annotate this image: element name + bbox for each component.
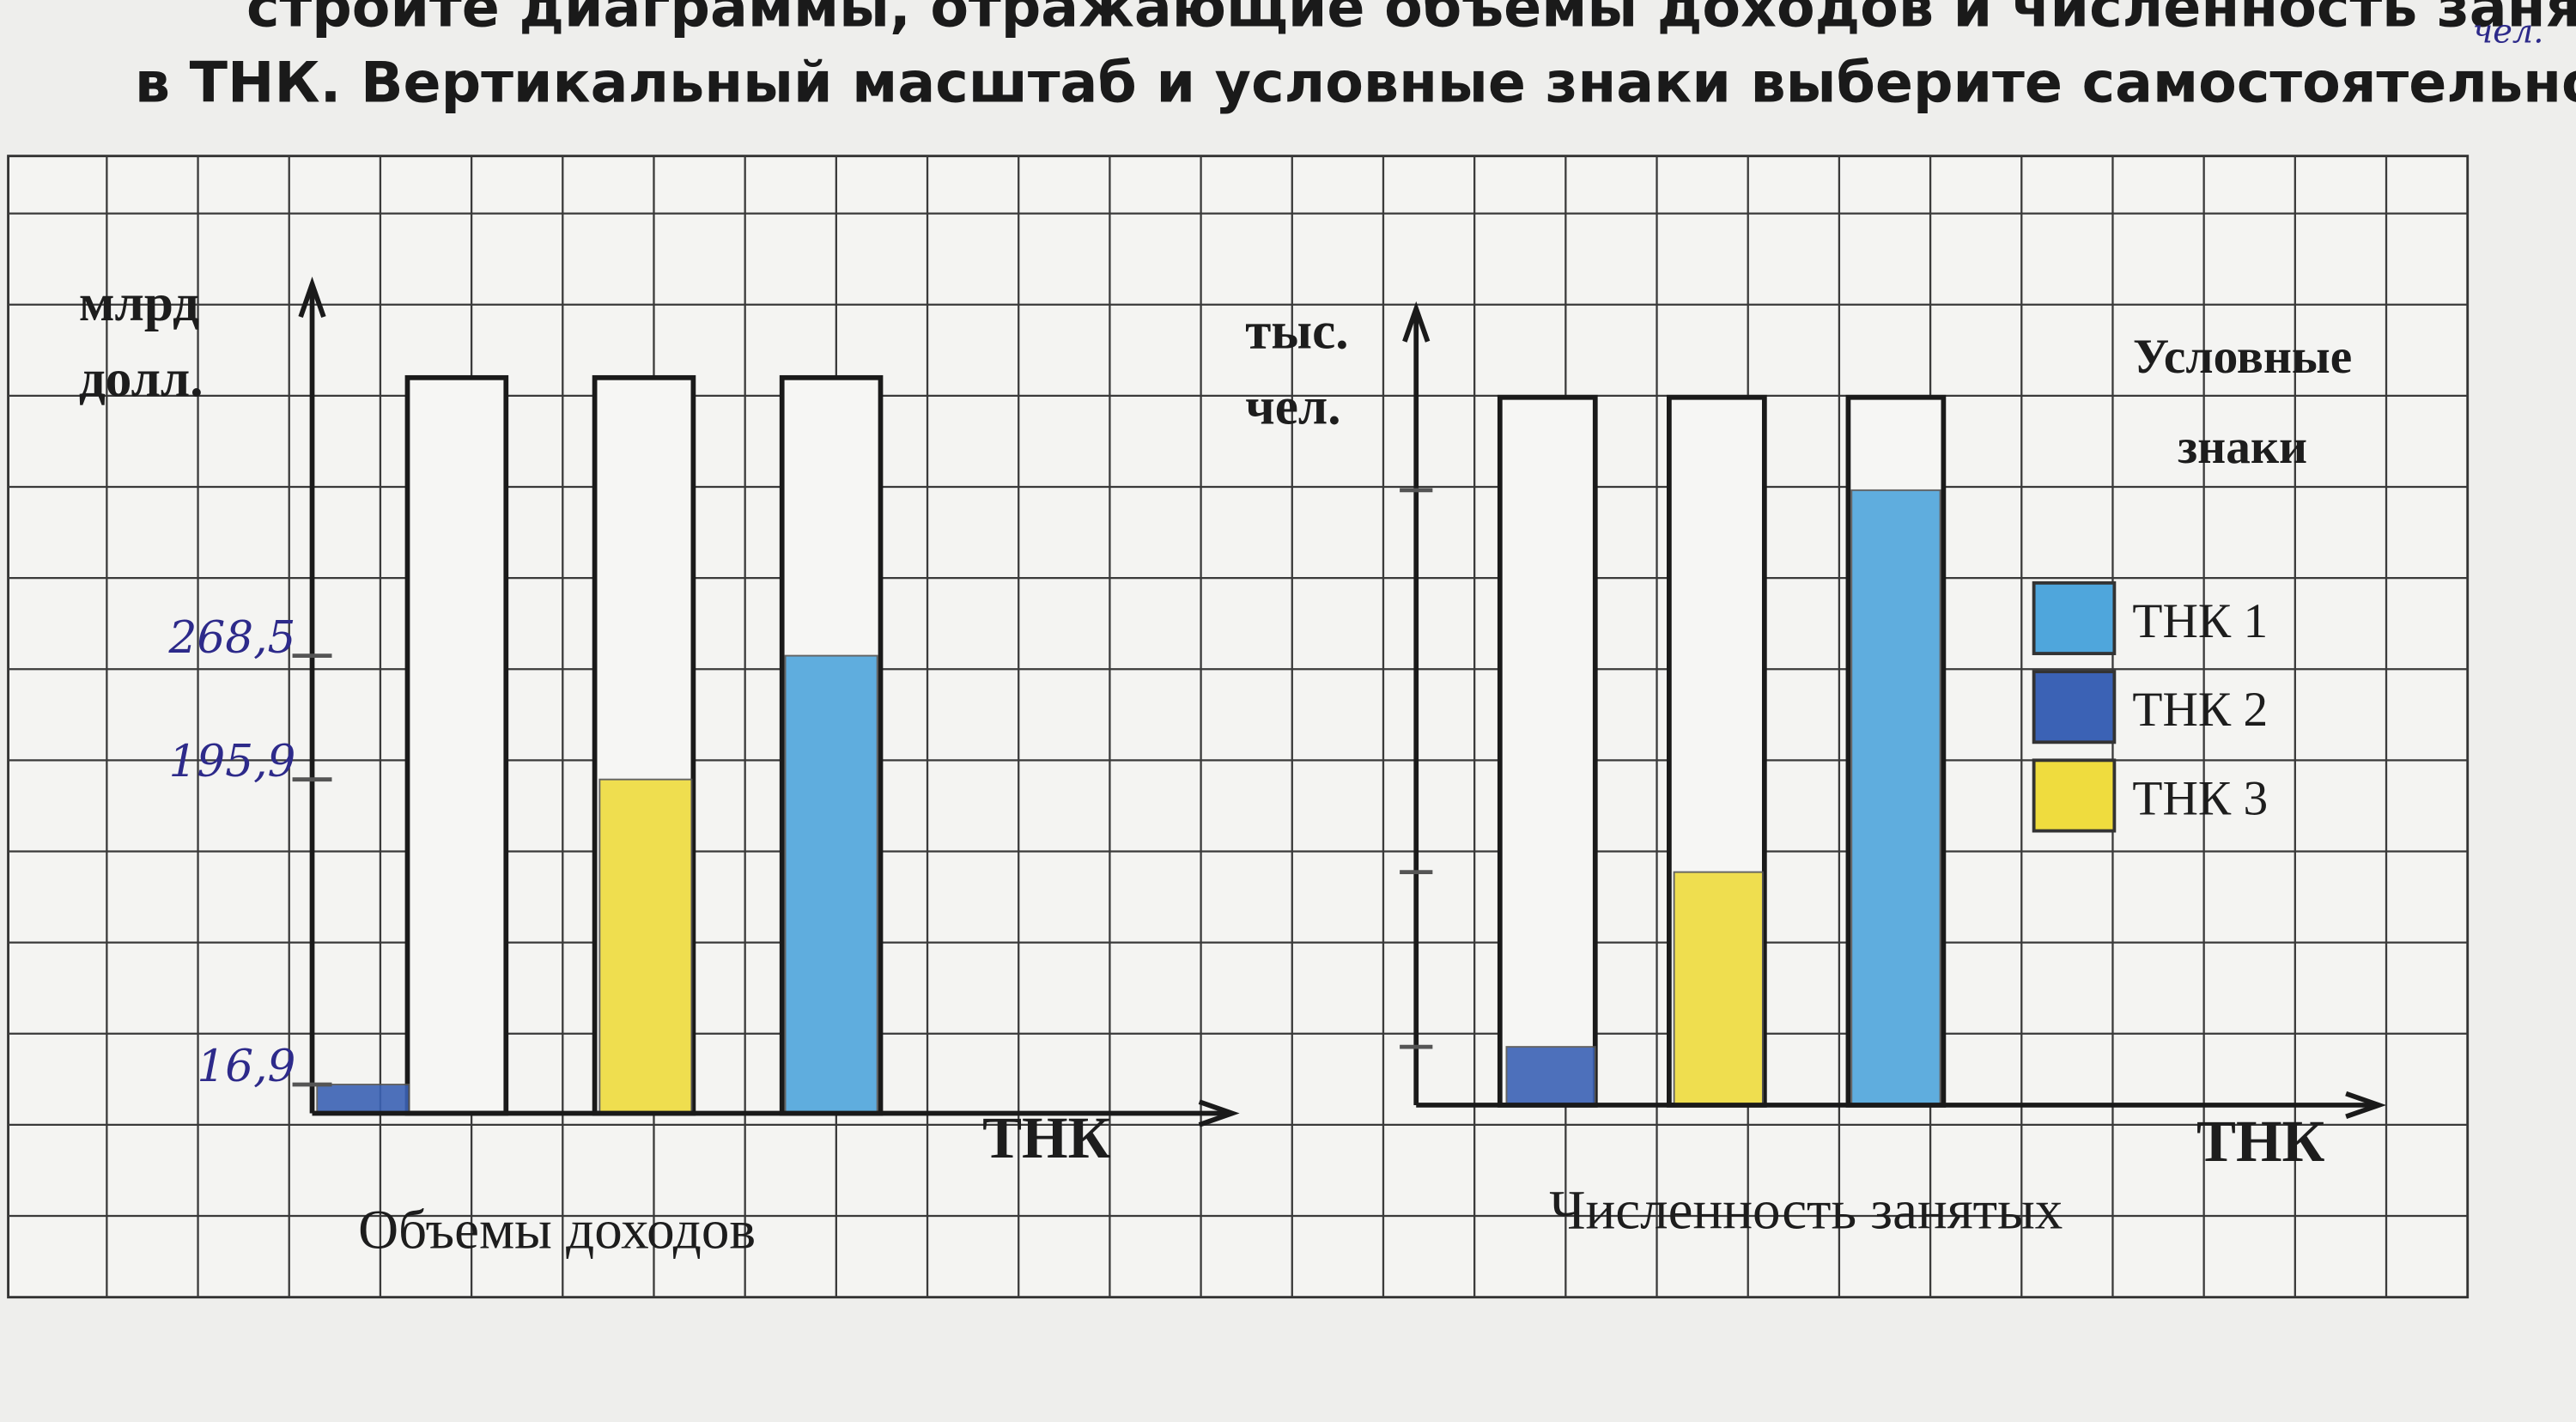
y-axis-label: тыс.	[1245, 301, 1348, 360]
x-arrow	[1198, 1099, 1240, 1127]
header-line: стройте диаграммы, отражающие объемы дох…	[246, 0, 2576, 40]
x-arrow	[2345, 1091, 2387, 1120]
bar	[1673, 871, 1764, 1106]
legend-title: знаки	[2178, 420, 2307, 474]
y-axis-label: долл.	[79, 349, 204, 408]
legend-swatch	[2032, 670, 2117, 744]
legend-label: ТНК 2	[2132, 683, 2268, 737]
legend-swatch	[2032, 758, 2117, 833]
printed-column	[404, 374, 509, 1116]
legend-label: ТНК 1	[2132, 594, 2268, 648]
y-axis-label: млрд	[79, 274, 199, 332]
y-tick-label: 16,9	[197, 1041, 295, 1092]
charts: 16,9 195,9 268,5 млрд долл. ТНК Объемы доходов…	[79, 274, 2387, 1261]
chart-title: Численность занятых	[1549, 1179, 2063, 1241]
legend-label: ТНК 3	[2132, 771, 2268, 825]
y-arrow	[298, 276, 326, 319]
handwritten-note: чел.	[2472, 13, 2543, 52]
bar	[784, 654, 878, 1115]
x-axis-label: ТНК	[2196, 1109, 2325, 1174]
bar	[1505, 1046, 1596, 1106]
legend-title: Условные	[2133, 330, 2352, 384]
y-arrow	[1402, 301, 1431, 343]
y-tick-label: 195,9	[169, 736, 296, 787]
y-tick-label: 268,5	[168, 612, 296, 664]
legend-swatch	[2032, 580, 2117, 655]
bar	[598, 778, 693, 1115]
bar	[1850, 489, 1941, 1106]
printed-column	[1497, 394, 1598, 1108]
header-line: в ТНК. Вертикальный масштаб и условные з…	[135, 52, 2576, 116]
legend: Условные знаки ТНК 1 ТНК 2 ТНК 3	[2032, 330, 2352, 833]
chart-title: Объемы доходов	[358, 1199, 756, 1261]
x-axis-label: ТНК	[982, 1105, 1111, 1170]
y-axis-label: чел.	[1245, 377, 1340, 435]
bar	[316, 1084, 410, 1115]
